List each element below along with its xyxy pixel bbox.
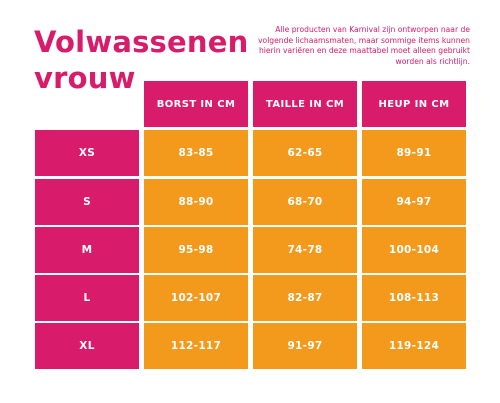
cell-xs-taille: 62-65 [253,130,357,176]
cell-xs-heup: 89-91 [362,130,466,176]
header-taille: TAILLE IN CM [253,81,357,127]
size-label-l: L [35,275,139,321]
cell-s-borst: 88-90 [144,179,248,225]
cell-xl-heup: 119-124 [362,323,466,369]
title-line-1: Volwassenen [34,25,249,59]
cell-m-taille: 74-78 [253,227,357,273]
cell-xl-taille: 91-97 [253,323,357,369]
size-label-m: M [35,227,139,273]
cell-l-borst: 102-107 [144,275,248,321]
cell-xl-borst: 112-117 [144,323,248,369]
cell-s-taille: 68-70 [253,179,357,225]
page-title: Volwassenen vrouw [34,24,248,96]
title-line-2: vrouw [34,61,136,95]
cell-l-heup: 108-113 [362,275,466,321]
disclaimer-note: Alle producten van Karnival zijn ontworp… [258,25,470,66]
size-label-xs: XS [35,130,139,176]
cell-m-borst: 95-98 [144,227,248,273]
header-borst: BORST IN CM [144,81,248,127]
cell-s-heup: 94-97 [362,179,466,225]
header-heup: HEUP IN CM [362,81,466,127]
cell-m-heup: 100-104 [362,227,466,273]
cell-l-taille: 82-87 [253,275,357,321]
size-label-xl: XL [35,323,139,369]
cell-xs-borst: 83-85 [144,130,248,176]
size-label-s: S [35,179,139,225]
